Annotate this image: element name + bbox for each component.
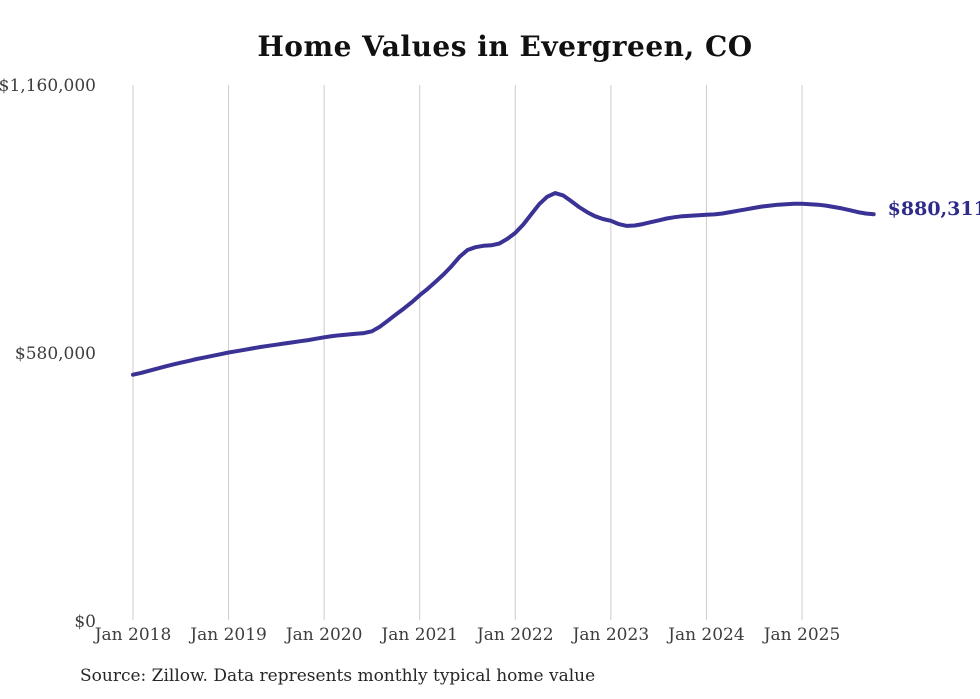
x-axis-tick-label: Jan 2018 xyxy=(93,625,172,645)
chart-title: Home Values in Evergreen, CO xyxy=(257,30,753,63)
x-axis-tick-label: Jan 2021 xyxy=(379,625,458,645)
x-axis-tick-label: Jan 2022 xyxy=(475,625,554,645)
x-axis-tick-label: Jan 2019 xyxy=(188,625,267,645)
latest-value-label: $880,311 xyxy=(888,198,980,220)
y-axis-tick-label: $1,160,000 xyxy=(0,76,96,96)
x-axis-tick-label: Jan 2023 xyxy=(571,625,650,645)
y-axis-tick-label: $0 xyxy=(74,612,96,632)
source-note: Source: Zillow. Data represents monthly … xyxy=(80,666,596,686)
home-value-series-line xyxy=(131,191,876,377)
x-axis-tick-label: Jan 2024 xyxy=(666,625,745,645)
x-axis-tick-label: Jan 2025 xyxy=(762,625,841,645)
chart-svg: $0 $580,000 $1,160,000 Jan 2018 Jan 2019 Jan … xyxy=(0,76,980,645)
y-axis-tick-label: $580,000 xyxy=(15,344,96,364)
x-axis-tick-label: Jan 2020 xyxy=(284,625,363,645)
